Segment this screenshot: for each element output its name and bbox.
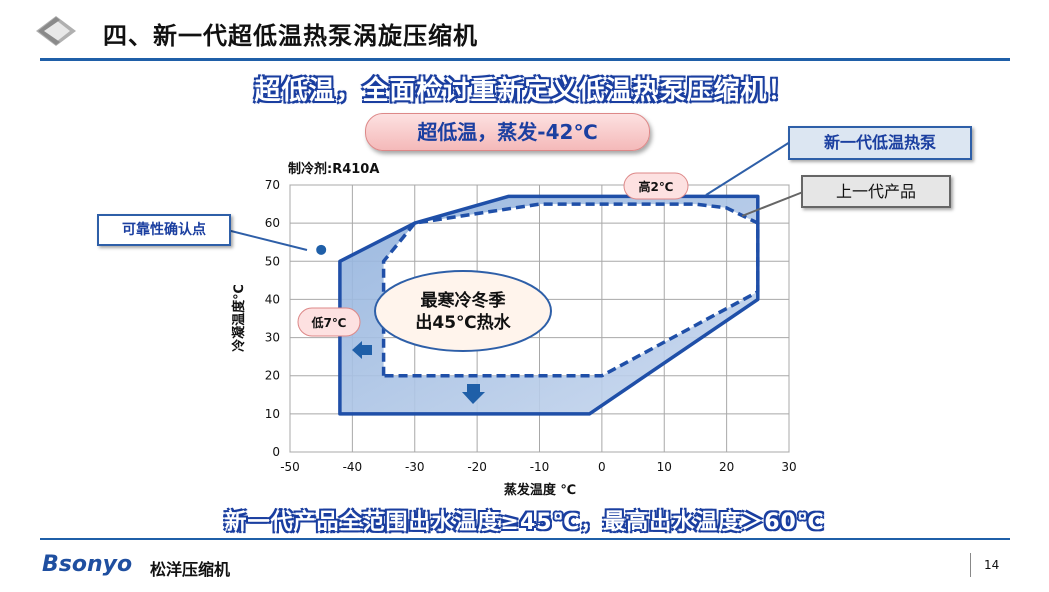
high-badge <box>623 172 689 200</box>
x-axis-label: 蒸发温度 ℃ <box>504 482 576 498</box>
x-tick-label: -20 <box>467 460 487 474</box>
x-tick-label: -10 <box>530 460 550 474</box>
x-tick-label: 30 <box>781 460 796 474</box>
y-tick-label: 0 <box>272 445 280 459</box>
x-tick-label: -30 <box>405 460 425 474</box>
extended-range-band <box>339 196 758 414</box>
y-axis-label: 冷凝温度℃ <box>231 284 247 352</box>
title-divider <box>40 58 1010 61</box>
y-tick-label: 60 <box>265 216 280 230</box>
chart-axes: -50 -40 -30 -20 -10 0 10 20 30 0 10 20 30 40 50 60 70 <box>265 178 797 474</box>
reliability-point <box>316 244 327 255</box>
x-tick-label: 20 <box>719 460 734 474</box>
headline-banner: 超低温，全面检讨重新定义低温热泵压缩机！ <box>254 76 795 106</box>
page-separator <box>970 553 971 577</box>
left-arrow-icon <box>352 341 372 359</box>
low-badge <box>297 307 361 337</box>
chart-subtitle: 制冷剂:R410A <box>288 161 379 177</box>
page-number: 14 <box>984 558 1000 572</box>
footer-divider <box>40 538 1010 540</box>
y-tick-label: 30 <box>265 331 280 345</box>
x-tick-label: -40 <box>343 460 363 474</box>
down-arrow-icon <box>462 384 485 404</box>
x-tick-label: 0 <box>598 460 606 474</box>
reliability-pointer <box>226 229 308 251</box>
reliability-callout: 可靠性确认点 <box>97 214 231 246</box>
brand-logo: Bsonyo <box>42 552 133 577</box>
chart-markers <box>316 244 327 255</box>
winter-text-line2: 出45℃热水 <box>415 312 511 333</box>
x-tick-label: 10 <box>657 460 672 474</box>
high-badge-label: 高2℃ <box>639 179 674 194</box>
winter-ellipse <box>374 270 552 352</box>
page-title: 四、新一代超低温热泵涡旋压缩机 <box>103 22 478 50</box>
evaporation-pill: 超低温，蒸发-42℃ <box>365 113 650 151</box>
winter-text-line1: 最寒冷冬季 <box>421 290 506 311</box>
x-tick-label: -50 <box>280 460 300 474</box>
brand-name: 松洋压缩机 <box>150 560 231 579</box>
prev-gen-callout: 上一代产品 <box>801 175 951 208</box>
y-tick-label: 10 <box>265 407 280 421</box>
bottom-banner: 新一代产品全范围出水温度≥45℃，最高出水温度＞60℃ <box>224 510 825 535</box>
prev-gen-pointer <box>741 191 804 217</box>
new-gen-pointer <box>705 141 791 196</box>
y-tick-label: 20 <box>265 369 280 383</box>
y-tick-label: 50 <box>265 254 280 268</box>
new-gen-callout: 新一代低温热泵 <box>788 126 972 160</box>
y-tick-label: 40 <box>265 292 280 306</box>
low-badge-label: 低7℃ <box>311 315 347 330</box>
y-tick-label: 70 <box>265 178 280 192</box>
extended-range-fill <box>339 196 758 414</box>
logo-diamond-icon <box>36 16 76 46</box>
